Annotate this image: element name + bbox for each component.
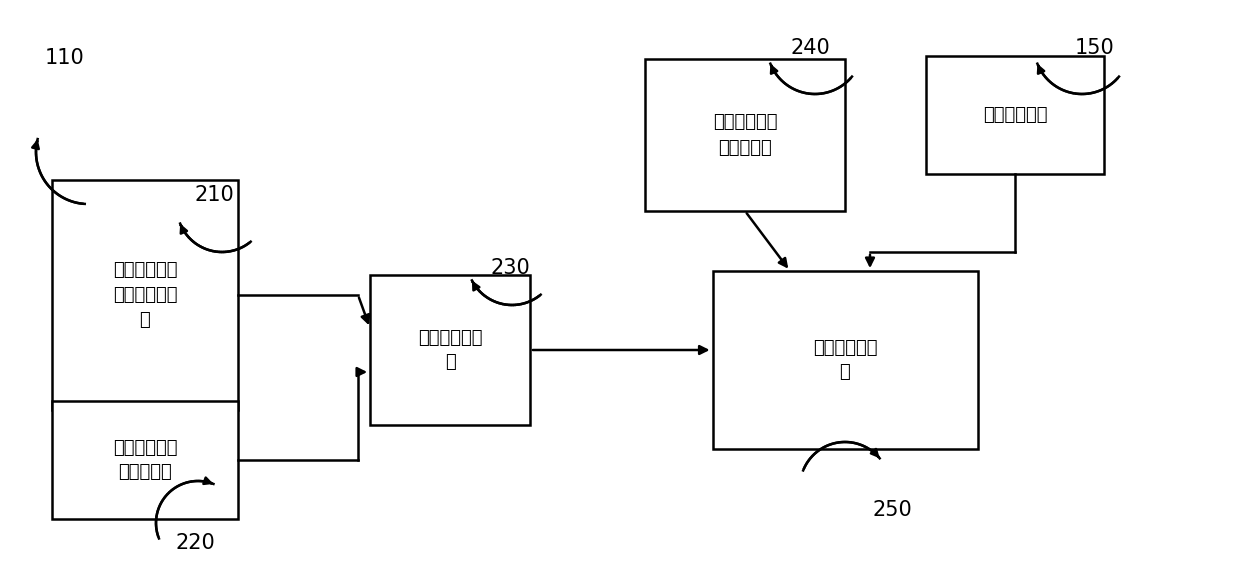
Bar xyxy=(52,401,238,519)
Bar xyxy=(645,59,844,211)
Text: 电压外环控制
器: 电压外环控制 器 xyxy=(418,328,482,371)
Text: 210: 210 xyxy=(195,185,234,205)
Text: 电流内环控制
器: 电流内环控制 器 xyxy=(812,339,877,381)
Bar xyxy=(713,271,977,449)
Text: 220: 220 xyxy=(175,533,215,553)
Bar xyxy=(926,56,1104,174)
Text: 230: 230 xyxy=(490,258,529,278)
Text: 控制绕组侧电
流检测单元: 控制绕组侧电 流检测单元 xyxy=(713,113,777,157)
Text: 250: 250 xyxy=(872,500,911,520)
Text: 110: 110 xyxy=(45,48,84,68)
Bar xyxy=(370,275,529,425)
Text: 功率绕组侧电
压模值获取单
元: 功率绕组侧电 压模值获取单 元 xyxy=(113,261,177,329)
Text: 电网侧电压模
值获取单元: 电网侧电压模 值获取单元 xyxy=(113,439,177,481)
Text: 150: 150 xyxy=(1075,38,1115,58)
Bar xyxy=(52,180,238,410)
Text: 240: 240 xyxy=(790,38,830,58)
Text: 功率调节模块: 功率调节模块 xyxy=(983,106,1048,124)
